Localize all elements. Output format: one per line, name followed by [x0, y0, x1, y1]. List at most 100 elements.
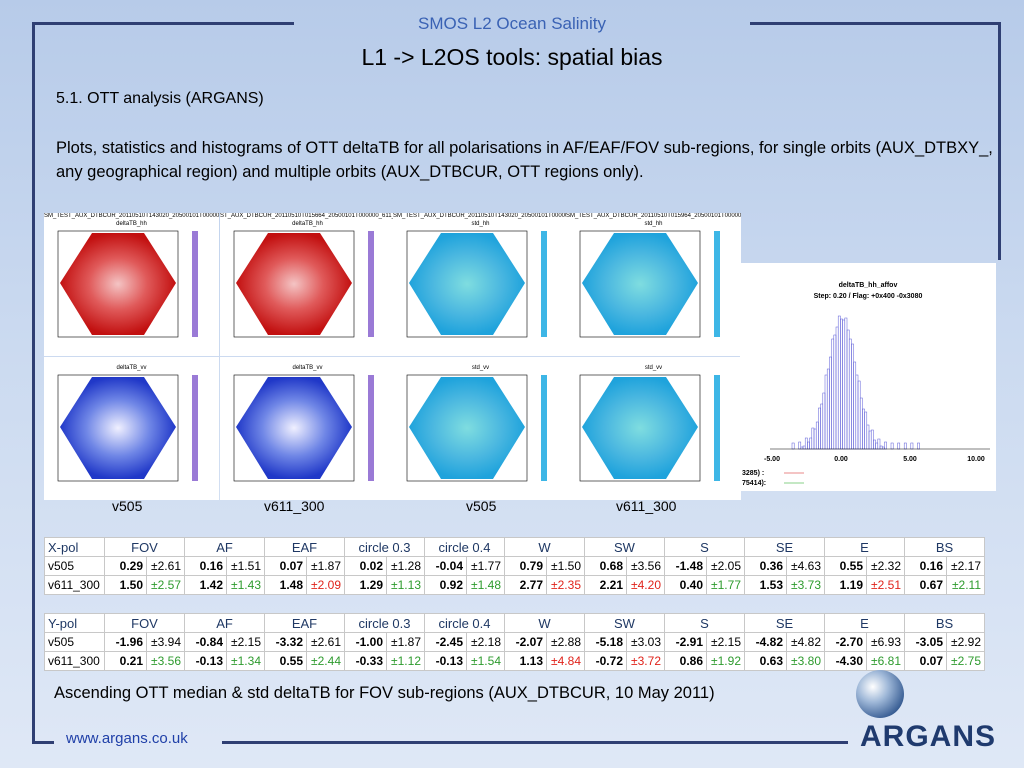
hist-legend-1: 75414):	[742, 480, 766, 487]
std-cell: ±1.54	[466, 651, 505, 671]
std-cell: ±2.75	[946, 651, 985, 671]
row-label: v611_300	[44, 575, 105, 595]
histogram-bar	[837, 315, 841, 450]
colorbar	[541, 375, 547, 481]
table-row: v611_300 1.50 ±2.57 1.42 ±1.43 1.48 ±2.09 1.29 ±…	[44, 575, 985, 595]
histogram-bar	[910, 442, 914, 450]
median-cell: 0.55	[264, 651, 307, 671]
table-header-row: Y-pol FOV AF EAF circle 0.3 circle 0.4 W SW S SE E…	[44, 613, 985, 633]
median-cell: -2.91	[664, 632, 707, 652]
median-cell: -0.13	[424, 651, 467, 671]
histogram-bar	[879, 445, 883, 450]
median-cell: -0.84	[184, 632, 227, 652]
histogram-bar	[903, 442, 907, 450]
std-cell: ±2.15	[706, 632, 745, 652]
website-link[interactable]: www.argans.co.uk	[66, 730, 188, 747]
map-plot-5: deltaTB_vv	[220, 357, 395, 500]
histogram-bar	[855, 374, 859, 450]
column-header: W	[504, 613, 585, 633]
histogram-subtitle: Step: 0.20 / Flag: +0x400 -0x3080	[814, 293, 923, 300]
plot-frame	[579, 230, 701, 338]
column-header: AF	[184, 537, 265, 557]
plot-subtitle: deltaTB_hh	[116, 221, 147, 227]
std-cell: ±1.34	[226, 651, 265, 671]
table-header-row: X-pol FOV AF EAF circle 0.3 circle 0.4 W SW S SE E…	[44, 537, 985, 557]
map-plot-0: SM_TEST_AUX_DTBCUR_20110510T143020_20500…	[44, 213, 219, 356]
histogram-bar	[890, 442, 894, 450]
column-header: circle 0.4	[424, 613, 505, 633]
median-cell: -0.13	[184, 651, 227, 671]
fov-hexagon	[60, 233, 176, 335]
plot-frame	[233, 374, 355, 482]
median-cell: -5.18	[584, 632, 627, 652]
histogram-bar	[866, 424, 870, 450]
colorbar	[368, 231, 374, 337]
hexagon-map	[406, 374, 547, 482]
hexagon-map	[233, 374, 374, 482]
median-cell: 1.29	[344, 575, 387, 595]
xpol-table: X-pol FOV AF EAF circle 0.3 circle 0.4 W SW S SE E…	[44, 537, 985, 595]
std-cell: ±1.13	[386, 575, 425, 595]
median-cell: -3.05	[904, 632, 947, 652]
plot-frame	[57, 230, 179, 338]
median-cell: -2.70	[824, 632, 867, 652]
median-cell: -2.45	[424, 632, 467, 652]
hexagon-map	[57, 374, 198, 482]
plot-frame	[406, 230, 528, 338]
row-label: v611_300	[44, 651, 105, 671]
colorbar	[541, 231, 547, 337]
median-cell: 2.21	[584, 575, 627, 595]
row-label: v505	[44, 632, 105, 652]
colorbar	[192, 375, 198, 481]
histogram-bar	[815, 421, 819, 450]
median-cell: 0.68	[584, 556, 627, 576]
median-cell: 1.48	[264, 575, 307, 595]
hexagon-map	[406, 230, 547, 338]
histogram-bar	[857, 380, 861, 450]
histogram-bar	[813, 428, 817, 450]
colorbar	[368, 375, 374, 481]
histogram-bar	[826, 368, 830, 450]
histogram-bar	[835, 326, 839, 450]
column-header: AF	[184, 613, 265, 633]
plot-subtitle: deltaTB_hh	[292, 221, 323, 227]
hexagon-map	[233, 230, 374, 338]
plot-subtitle: std_vv	[644, 365, 663, 371]
frame-left	[32, 22, 35, 744]
std-cell: ±1.28	[386, 556, 425, 576]
caption-v505-b: v505	[466, 498, 497, 514]
fov-hexagon	[236, 233, 352, 335]
std-cell: ±1.48	[466, 575, 505, 595]
histogram-bar	[877, 438, 881, 450]
colorbar	[192, 231, 198, 337]
table-caption: Ascending OTT median & std deltaTB for F…	[54, 684, 715, 702]
histogram-bar	[802, 445, 806, 450]
fov-hexagon	[409, 233, 525, 335]
column-header: circle 0.4	[424, 537, 505, 557]
std-cell: ±1.77	[466, 556, 505, 576]
histogram-bar	[848, 338, 852, 450]
std-cell: ±1.92	[706, 651, 745, 671]
colorbar	[714, 375, 720, 481]
median-cell: 0.40	[664, 575, 707, 595]
histogram-bar	[875, 442, 879, 450]
fov-hexagon	[582, 233, 698, 335]
median-cell: 0.16	[184, 556, 227, 576]
frame-bottom-left	[32, 741, 54, 744]
std-cell: ±2.92	[946, 632, 985, 652]
median-cell: 0.07	[264, 556, 307, 576]
hexagon-map	[57, 230, 198, 338]
median-cell: 0.79	[504, 556, 547, 576]
column-header: FOV	[104, 613, 185, 633]
header-supertitle: SMOS L2 Ocean Salinity	[417, 14, 607, 33]
median-cell: 0.55	[824, 556, 867, 576]
column-header: FOV	[104, 537, 185, 557]
plot-subtitle: deltaTB_vv	[116, 365, 147, 371]
plot-frame	[57, 374, 179, 482]
median-cell: 1.53	[744, 575, 787, 595]
frame-top-left	[32, 22, 294, 25]
std-cell: ±4.20	[626, 575, 665, 595]
column-header: BS	[904, 537, 985, 557]
column-header: SE	[744, 537, 825, 557]
std-cell: ±3.80	[786, 651, 825, 671]
